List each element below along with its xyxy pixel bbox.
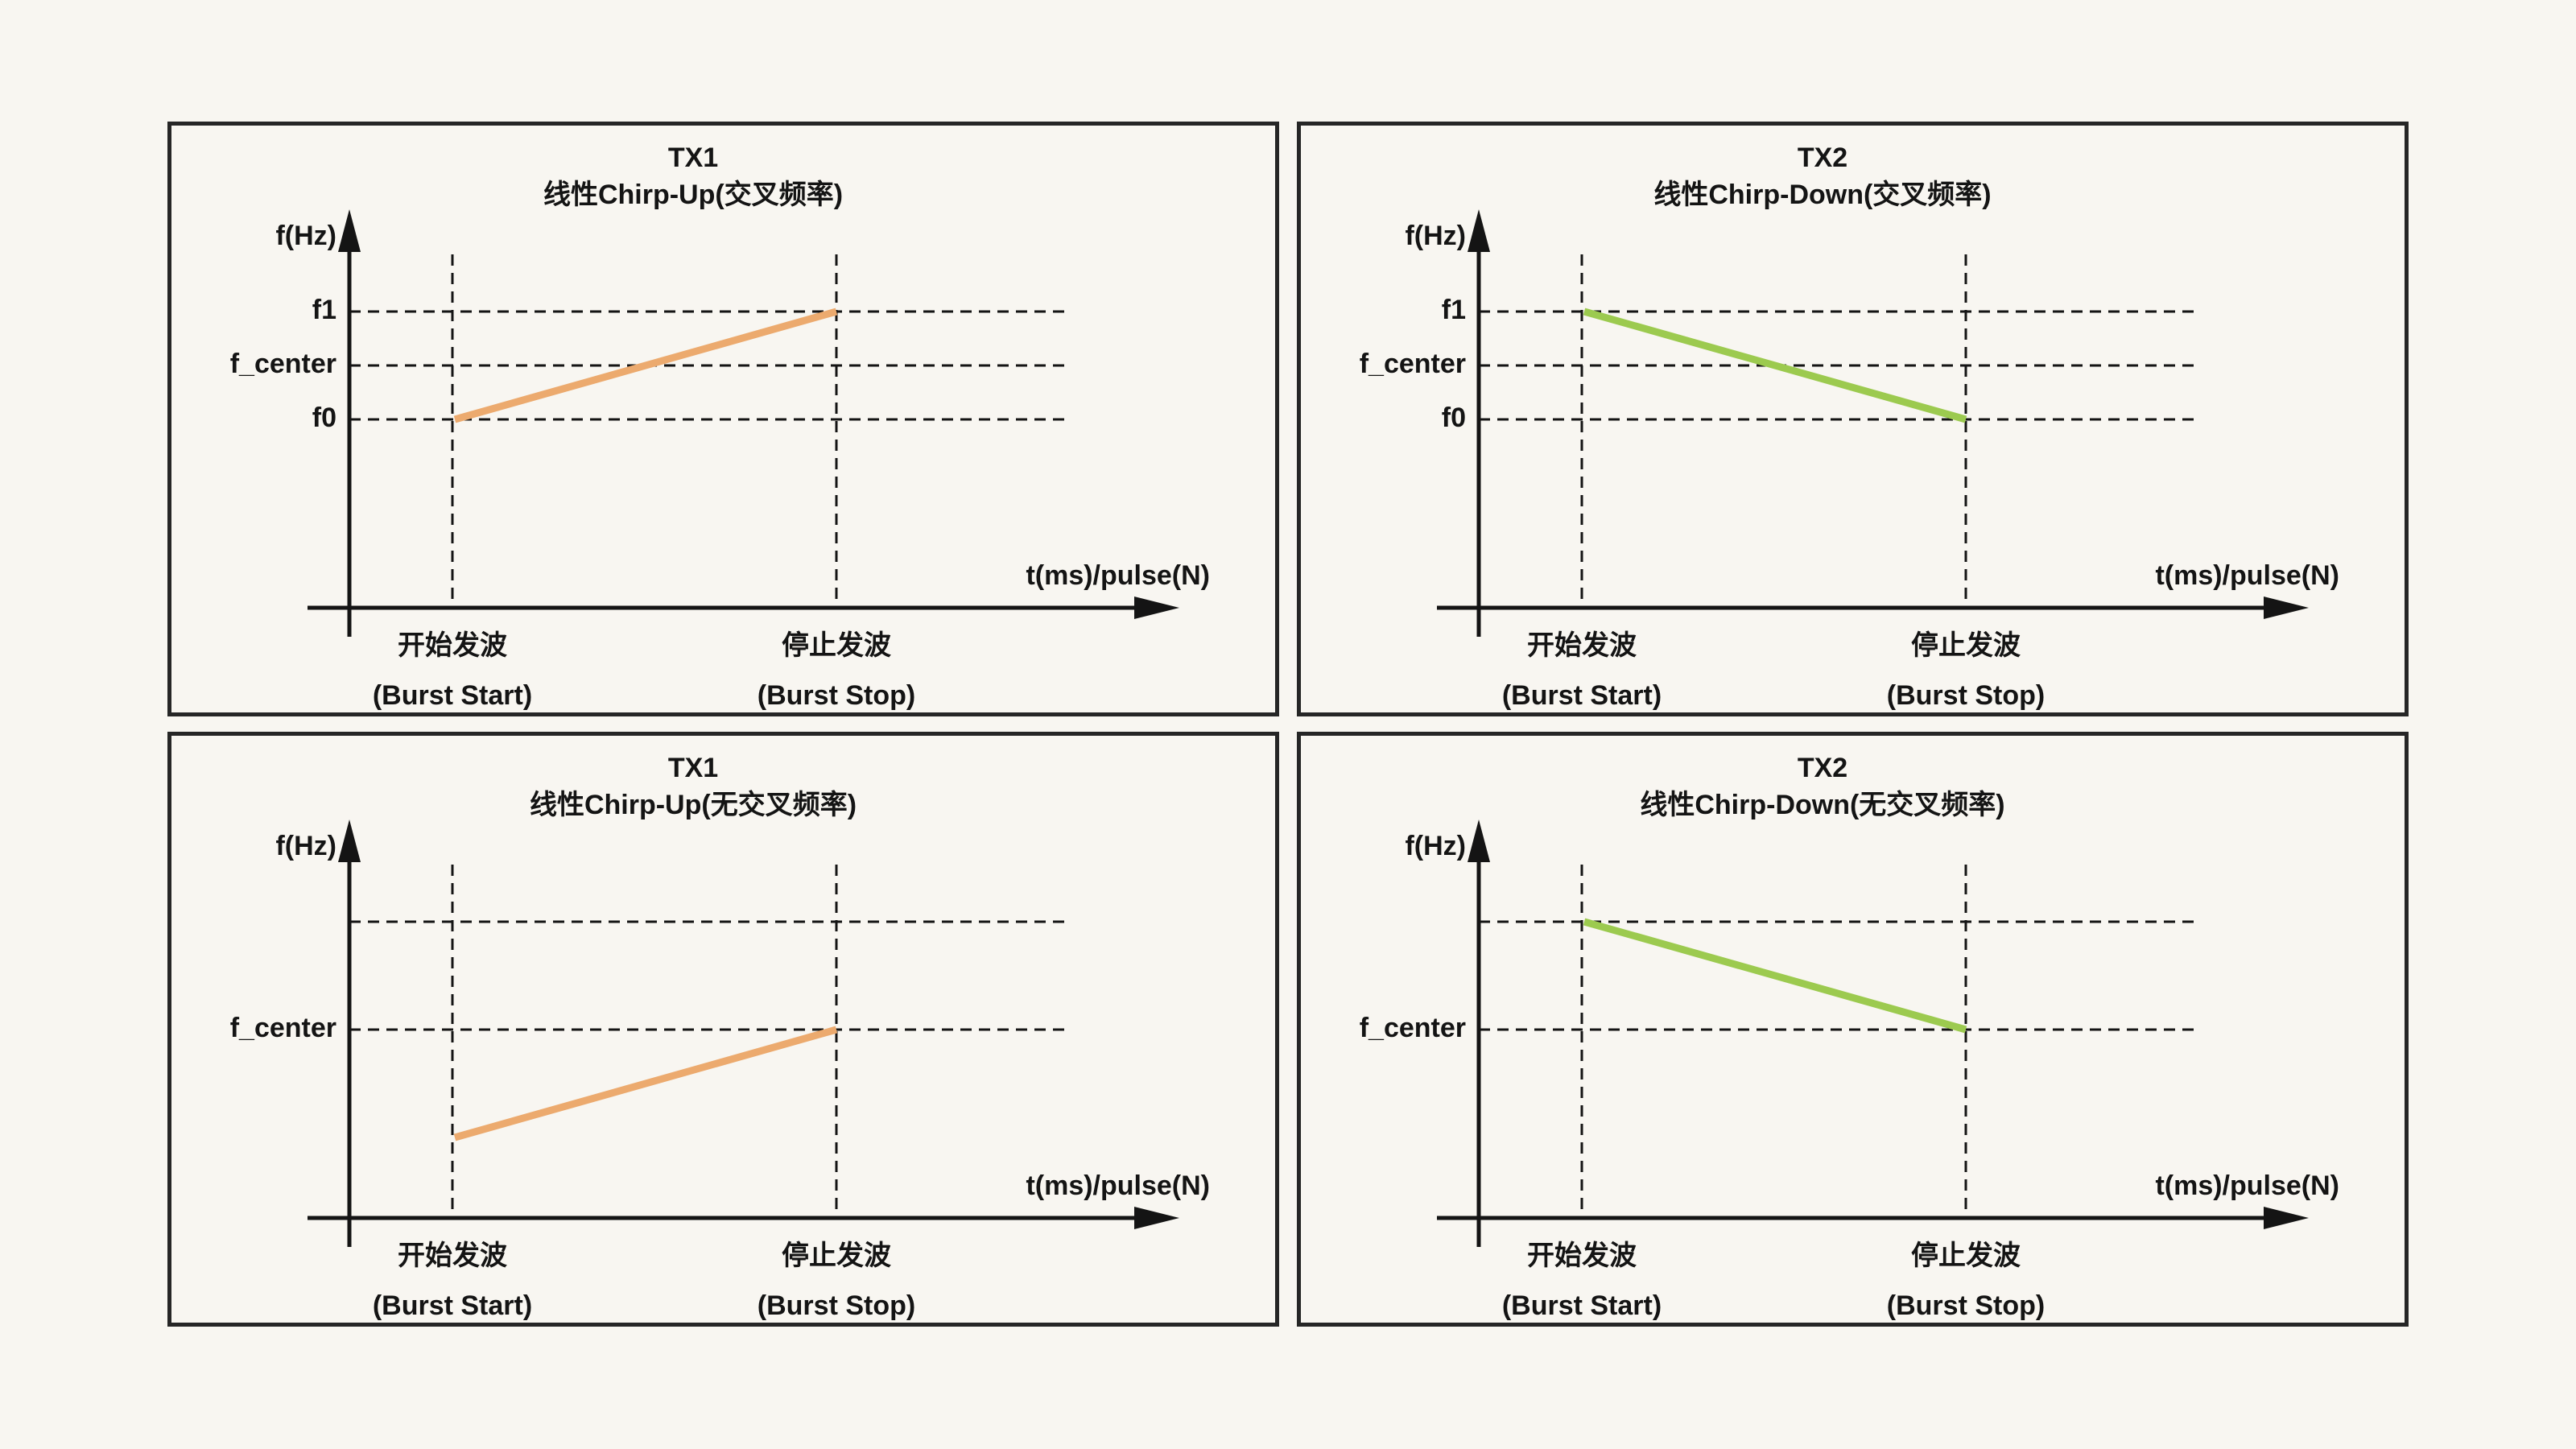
panel-tx1-chirp-up-crossed: TX1 线性Chirp-Up(交叉频率) f1 f_center f0 f(Hz) …: [167, 122, 1279, 716]
chirp-line: [453, 1026, 838, 1141]
freq-tick-label: f0: [312, 402, 336, 433]
freq-tick-label: f_center: [1360, 349, 1466, 379]
burst-stop-label-en: (Burst Stop): [1887, 680, 2045, 711]
burst-stop-label-en: (Burst Stop): [1887, 1290, 2045, 1321]
chirp-line: [1583, 308, 1967, 423]
freq-tick-label: f1: [1442, 295, 1466, 325]
y-axis-label: f(Hz): [1405, 221, 1466, 251]
panel-tx2-chirp-down-crossed: TX2 线性Chirp-Down(交叉频率) f1 f_center f0 f(Hz…: [1297, 122, 2409, 716]
x-axis-arrow-icon: [1134, 597, 1179, 619]
burst-start-label-en: (Burst Start): [373, 1290, 532, 1321]
chirp-line: [1583, 918, 1967, 1034]
burst-stop-label-zh: 停止发波: [782, 1241, 891, 1271]
y-axis-arrow-icon: [338, 819, 361, 862]
burst-stop-label-zh: 停止发波: [1911, 630, 2021, 661]
chirp-line: [453, 308, 838, 423]
y-axis-arrow-icon: [1468, 209, 1490, 252]
burst-stop-label-zh: 停止发波: [782, 630, 891, 661]
panel-title-line2: 线性Chirp-Down(交叉频率): [1653, 179, 1991, 210]
panel-title-line1: TX1: [668, 753, 718, 783]
burst-start-label-zh: 开始发波: [398, 630, 507, 661]
freq-tick-label: f_center: [230, 1013, 336, 1043]
panel-title-line2: 线性Chirp-Up(无交叉频率): [530, 789, 857, 820]
panel-tx2-chirp-down-noncrossed: TX2 线性Chirp-Down(无交叉频率) f_center f(Hz) t…: [1297, 732, 2409, 1327]
x-axis-label: t(ms)/pulse(N): [1026, 1170, 1210, 1201]
burst-start-label-en: (Burst Start): [1502, 1290, 1662, 1321]
x-axis-arrow-icon: [1134, 1207, 1179, 1229]
burst-start-label-zh: 开始发波: [398, 1241, 507, 1271]
freq-tick-label: f0: [1442, 402, 1466, 433]
panel-title-line1: TX1: [668, 142, 718, 173]
x-axis-arrow-icon: [2264, 597, 2309, 619]
burst-stop-label-en: (Burst Stop): [758, 1290, 915, 1321]
chirp-plot: TX2 线性Chirp-Down(无交叉频率) f_center f(Hz) t…: [1360, 753, 2339, 1321]
x-axis-arrow-icon: [2264, 1207, 2309, 1229]
panel-tx1-chirp-up-noncrossed: TX1 线性Chirp-Up(无交叉频率) f_center f(Hz) t(m…: [167, 732, 1279, 1327]
chirp-plot: TX1 线性Chirp-Up(无交叉频率) f_center f(Hz) t(m…: [230, 753, 1210, 1321]
x-axis-label: t(ms)/pulse(N): [2155, 1170, 2339, 1201]
burst-stop-label-en: (Burst Stop): [758, 680, 915, 711]
burst-start-label-zh: 开始发波: [1527, 630, 1637, 661]
y-axis-label: f(Hz): [275, 221, 336, 251]
freq-tick-label: f_center: [1360, 1013, 1466, 1043]
panel-title-line1: TX2: [1798, 142, 1847, 173]
y-axis-arrow-icon: [338, 209, 361, 252]
freq-tick-label: f_center: [230, 349, 336, 379]
y-axis-label: f(Hz): [275, 831, 336, 861]
chirp-plot: TX2 线性Chirp-Down(交叉频率) f1 f_center f0 f(Hz…: [1360, 142, 2339, 711]
freq-tick-label: f1: [312, 295, 336, 325]
x-axis-label: t(ms)/pulse(N): [1026, 560, 1210, 591]
burst-stop-label-zh: 停止发波: [1911, 1241, 2021, 1271]
burst-start-label-en: (Burst Start): [1502, 680, 1662, 711]
burst-start-label-en: (Burst Start): [373, 680, 532, 711]
y-axis-arrow-icon: [1468, 819, 1490, 862]
burst-start-label-zh: 开始发波: [1527, 1241, 1637, 1271]
panel-title-line2: 线性Chirp-Up(交叉频率): [543, 179, 843, 210]
x-axis-label: t(ms)/pulse(N): [2155, 560, 2339, 591]
y-axis-label: f(Hz): [1405, 831, 1466, 861]
panel-title-line1: TX2: [1798, 753, 1847, 783]
panel-title-line2: 线性Chirp-Down(无交叉频率): [1640, 789, 2004, 820]
